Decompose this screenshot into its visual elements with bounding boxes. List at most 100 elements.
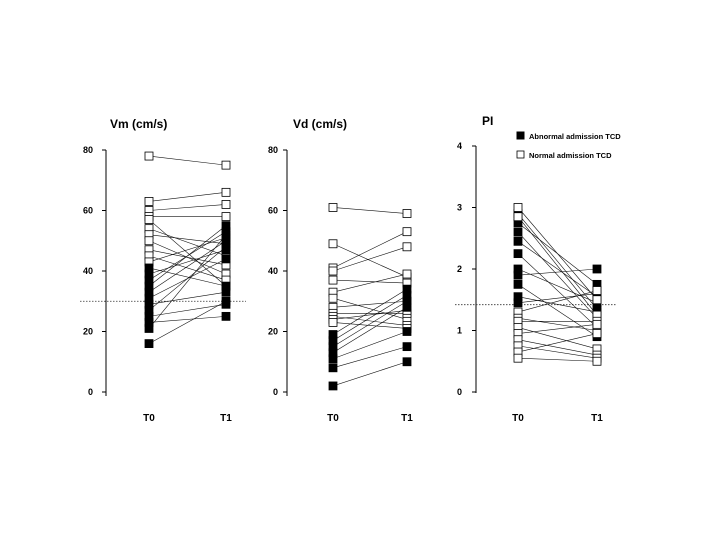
pi-pair-line [517,268,598,276]
vd-pair-line [332,331,408,360]
vd-t0-normal-point [328,293,338,303]
vm-t1-abnormal-point [221,296,231,306]
vm-x-label-t0: T0 [143,413,155,424]
pi-pair-line [517,290,598,313]
pi-t1-abnormal-point [592,264,602,274]
vd-pair-line [332,231,408,269]
vm-t1-abnormal-point [221,242,231,252]
vd-panel: Vd (cm/s) 0 20 40 60 80 T0 T1 [268,117,413,424]
pi-pair-line [517,293,598,304]
pi-t0-normal-point [513,212,523,222]
vm-t0-normal-point [144,236,154,246]
pi-pair-line [517,207,598,300]
pi-pair-line [517,324,598,334]
pi-t0-abnormal-point [513,298,523,308]
vm-t1-abnormal-point [221,254,231,264]
pi-t0-abnormal-point [513,279,523,289]
vm-t0-abnormal-point [144,339,154,349]
pi-pair-line [517,357,598,362]
legend-normal-swatch [516,150,525,159]
vd-t1-normal-point [402,242,412,252]
pi-pair-line [517,268,598,304]
vd-t0-normal-point [328,275,338,285]
vd-pair-line [332,300,408,347]
vm-pair-line [148,267,227,287]
vm-pair-line [148,234,227,245]
pi-pair-line [517,317,598,331]
pi-pair-line [517,333,598,353]
vm-t1-normal-point [221,212,231,221]
pi-t0-abnormal-point [513,236,523,246]
vd-y-tick-label: 80 [268,145,278,155]
pi-pair-line [517,216,598,316]
legend-normal-label: Normal admission TCD [529,151,612,160]
legend-abnormal-label: Abnormal admission TCD [529,132,621,141]
pi-y-tick-label: 2 [457,264,462,274]
vd-pair-line [332,307,408,353]
vd-t1-normal-point [402,269,412,279]
pi-y-tick-label: 4 [457,141,462,151]
vm-pair-line [148,240,227,293]
pi-y-tick-label: 1 [457,326,462,336]
pi-panel: PI 0 1 2 3 4 T0 T1 [455,114,616,424]
vm-pair-line [148,219,227,287]
pi-pair-line [517,296,598,313]
pi-t0-normal-point [513,353,523,363]
vm-pair-line [148,204,227,211]
vd-t0-normal-point [328,266,338,276]
vm-t0-abnormal-point [144,324,154,333]
vm-t0-normal-point [144,197,154,206]
vd-pair-line [332,207,408,214]
vm-t0-normal-point [144,215,154,224]
vd-pair-line [332,243,408,278]
pi-t1-normal-point [592,286,602,295]
vd-t1-abnormal-point [402,357,412,367]
pi-y-tick-label: 3 [457,203,462,213]
vm-t1-abnormal-point [221,311,231,321]
vd-t1-abnormal-point [402,327,412,336]
vm-t0-normal-point [144,151,154,161]
vd-t1-abnormal-point [402,342,412,352]
vm-y-tick-label: 40 [83,266,93,276]
pi-t0-abnormal-point [513,270,523,280]
vm-pair-line [148,228,227,257]
vm-pair-line [148,225,227,287]
vd-pair-line [332,288,408,335]
pi-t1-normal-point [592,356,602,366]
vm-panel: Vm (cm/s) 0 20 40 60 80 T0 T1 [80,117,246,424]
vd-y-tick-label: 40 [268,266,278,276]
vd-title: Vd (cm/s) [293,117,347,131]
vm-t1-abnormal-point [221,287,231,297]
vm-y-tick-label: 0 [88,387,93,397]
pi-pair-line [517,284,598,337]
vd-pair-line [332,279,408,284]
vd-t0-normal-point [328,318,338,327]
vd-pair-line [332,297,408,320]
vd-t0-abnormal-point [328,363,338,373]
vm-pair-line [148,155,227,166]
pi-pair-line [517,327,598,350]
vd-pair-line [332,346,408,369]
vm-y-tick-label: 60 [83,206,93,216]
vd-t0-normal-point [328,239,338,249]
vm-t1-normal-point [221,187,231,197]
vm-t1-normal-point [221,160,231,170]
vm-pair-line [148,303,227,317]
vd-t0-abnormal-point [328,381,338,391]
vd-pair-line [332,361,408,387]
vm-y-tick-label: 80 [83,145,93,155]
pi-pair-line [517,231,598,319]
vm-t1-normal-point [221,200,231,209]
vd-y-tick-label: 20 [268,327,278,337]
vm-pair-line [148,291,227,305]
pi-title: PI [482,114,493,128]
vd-pair-line [332,273,408,293]
pi-pair-line [517,339,598,356]
vd-y-tick-label: 0 [273,387,278,397]
vd-t0-abnormal-point [328,354,338,364]
pi-x-label-t1: T1 [591,413,603,424]
vm-pair-line [148,300,227,344]
pi-x-label-t0: T0 [512,413,524,424]
vm-pair-line [148,237,227,263]
